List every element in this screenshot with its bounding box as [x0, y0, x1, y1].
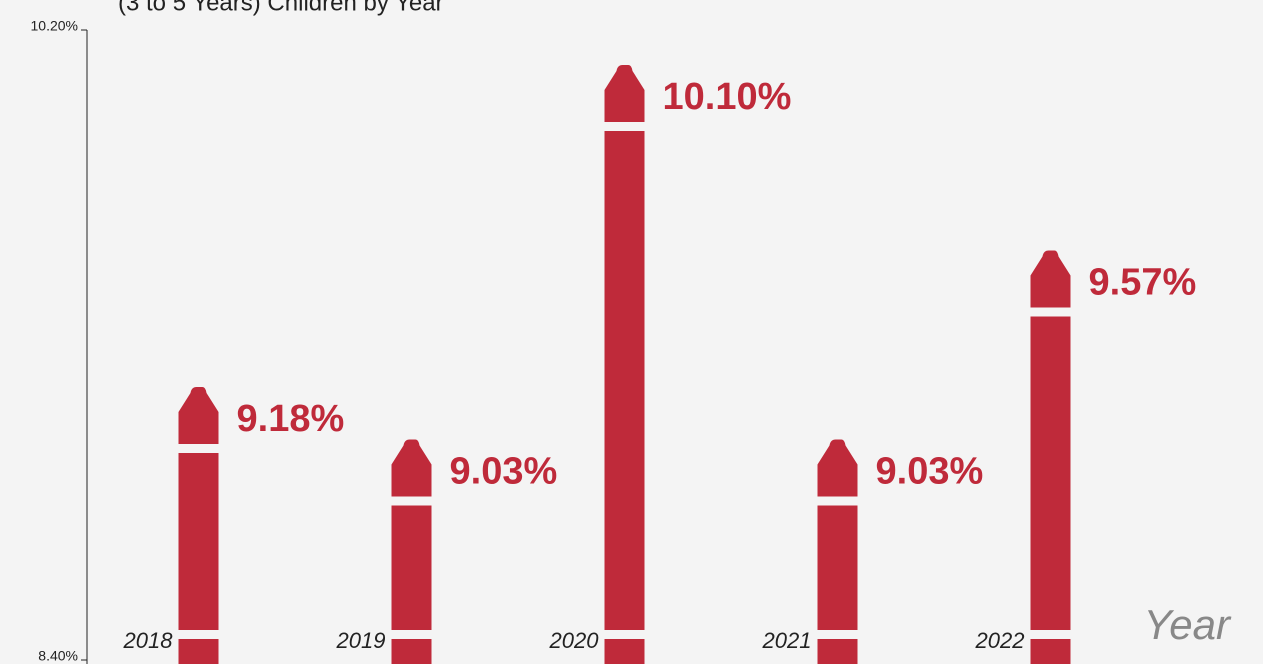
value-label: 9.57% — [1089, 262, 1197, 304]
value-label: 9.03% — [876, 451, 984, 493]
crayon-stripe — [178, 630, 219, 639]
crayon-stripe — [604, 122, 645, 131]
crayon-body — [178, 422, 219, 664]
crayon-stripe — [604, 630, 645, 639]
y-tick-label: 10.20% — [31, 18, 78, 34]
y-tick-label: 8.40% — [38, 648, 78, 664]
x-tick-label: 2022 — [975, 628, 1025, 653]
crayon-body — [604, 100, 645, 664]
value-label: 9.18% — [237, 398, 345, 440]
crayon-stripe — [391, 496, 432, 506]
crayon-tip — [391, 439, 432, 475]
x-tick-label: 2021 — [762, 628, 812, 653]
x-tick-label: 2019 — [336, 628, 386, 653]
x-tick-label: 2018 — [123, 628, 174, 653]
crayon-tip — [604, 65, 645, 100]
crayon-stripe — [817, 630, 858, 639]
value-label: 10.10% — [663, 76, 792, 118]
x-tick-label: 2020 — [549, 628, 600, 653]
value-label: 9.03% — [450, 451, 558, 493]
crayon-stripe — [817, 496, 858, 506]
crayon-stripe — [391, 630, 432, 639]
crayon-stripe — [1030, 307, 1071, 317]
crayon-tip — [817, 439, 858, 475]
crayon-stripe — [1030, 630, 1071, 639]
crayon-stripe — [178, 444, 219, 453]
x-axis-label: Year — [1144, 601, 1232, 648]
crayon-tip — [1030, 250, 1071, 286]
chart-title: (3 to 5 Years) Children by Year — [118, 0, 444, 16]
crayon-tip — [178, 387, 219, 422]
crayon-body — [1030, 285, 1071, 664]
